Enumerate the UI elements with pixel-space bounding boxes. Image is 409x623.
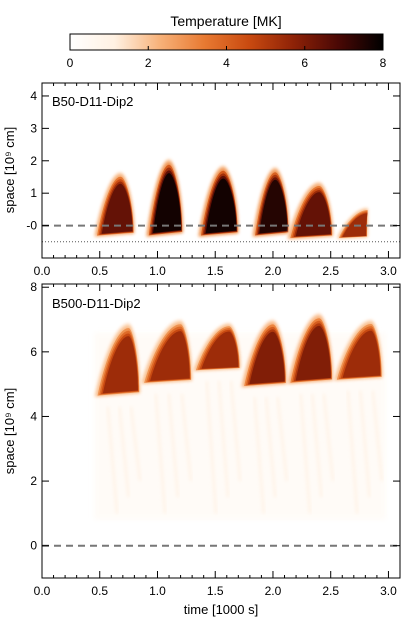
top-panel: 0.0 0.5 1.0 1.5 2.0 2.5 3.0 -0 1 2 3 4 B50-D11-Dip2… [2,82,401,278]
heating-event-layer [201,331,239,369]
heating-event [240,319,289,514]
y-tick-label: 0 [30,539,37,553]
cooling-streak [154,393,167,514]
heating-event [140,319,193,514]
cooling-streak [129,406,142,482]
x-tick-label: 1.5 [207,264,224,278]
colorbar-tick-label: 0 [67,56,74,70]
x-tick-label: 2.0 [265,264,282,278]
heating-event [197,165,239,237]
top-panel-y-axis-label: space [10⁹ cm] [2,127,17,214]
cooling-streak [346,390,359,514]
top-panel-axes: 0.0 0.5 1.0 1.5 2.0 2.5 3.0 -0 1 2 3 4 [26,83,401,278]
x-tick-label: 0.0 [34,264,51,278]
bottom-panel-frame [41,283,401,579]
bottom-panel-temperature-field [93,313,387,520]
heating-event [286,181,334,240]
x-tick-label: 1.0 [149,584,166,598]
bottom-panel: 0.0 0.5 1.0 1.5 2.0 2.5 3.0 0 2 4 6 8 B500-D11-Dip2… [2,280,401,617]
heating-event-layer [342,330,381,378]
x-tick-label: 0.0 [34,584,51,598]
x-tick-label: 0.5 [91,584,108,598]
y-tick-label: 2 [30,154,37,168]
colorbar-title: Temperature [MK] [170,13,281,29]
x-tick-label: 1.0 [149,264,166,278]
top-panel-label: B50-D11-Dip2 [52,94,133,109]
y-tick-label: 1 [30,186,37,200]
cooling-streak [358,390,372,498]
x-axis-label: time [1000 s] [184,602,258,617]
colorbar: Temperature [MK] 0 2 4 6 8 [67,13,387,70]
colorbar-ticks: 0 2 4 6 8 [67,46,387,70]
heating-event [93,322,142,514]
heating-event-layer [259,179,288,234]
cooling-streak [310,393,323,498]
y-tick-label: 8 [30,280,37,294]
heating-event-layer [295,325,331,381]
cooling-streak [322,393,335,482]
y-tick-label: 2 [30,474,37,488]
top-panel-frame [41,82,401,259]
heating-event-layer [150,331,190,381]
bottom-panel-y-axis-label: space [10⁹ cm] [2,388,17,475]
cooling-streak [117,406,131,498]
cooling-streak [229,380,242,482]
cooling-streak [205,380,218,514]
heating-event-layer [249,331,285,384]
x-tick-label: 3.0 [380,584,397,598]
colorbar-tick-label: 6 [301,56,308,70]
cooling-streak [167,393,180,498]
x-tick-label: 2.0 [265,584,282,598]
bottom-panel-axes: 0.0 0.5 1.0 1.5 2.0 2.5 3.0 0 2 4 6 8 [30,280,401,598]
cooling-streak [371,390,384,482]
heating-event-layer [101,183,133,234]
cooling-streak [299,393,312,514]
heating-event [286,313,335,514]
colorbar-tick-label: 2 [145,56,152,70]
colorbar-tick-label: 4 [223,56,230,70]
heating-event [145,159,183,237]
cooling-streak [264,396,277,498]
heating-event [93,172,135,237]
heating-event [192,322,242,514]
y-tick-label: -0 [26,219,37,233]
cooling-streak [180,393,193,482]
heating-event [252,167,290,237]
x-tick-label: 2.5 [322,584,339,598]
x-tick-label: 1.5 [207,584,224,598]
y-tick-label: 4 [30,89,37,103]
cooling-streak [106,406,119,514]
x-tick-label: 0.5 [91,264,108,278]
heating-event-layer [153,173,182,234]
heating-event-layer [205,178,237,234]
y-tick-label: 3 [30,121,37,135]
cooling-streak [252,396,266,514]
heating-event [336,207,368,239]
top-panel-temperature-field [93,159,368,240]
heating-event [333,319,384,514]
y-tick-label: 4 [30,409,37,423]
bottom-panel-label: B500-D11-Dip2 [52,296,141,311]
colorbar-tick-label: 8 [380,56,387,70]
y-tick-label: 6 [30,345,37,359]
x-tick-label: 2.5 [322,264,339,278]
x-tick-label: 3.0 [380,264,397,278]
cooling-streak [217,380,230,498]
cooling-streak [276,396,289,482]
heating-event-layer [102,336,138,394]
